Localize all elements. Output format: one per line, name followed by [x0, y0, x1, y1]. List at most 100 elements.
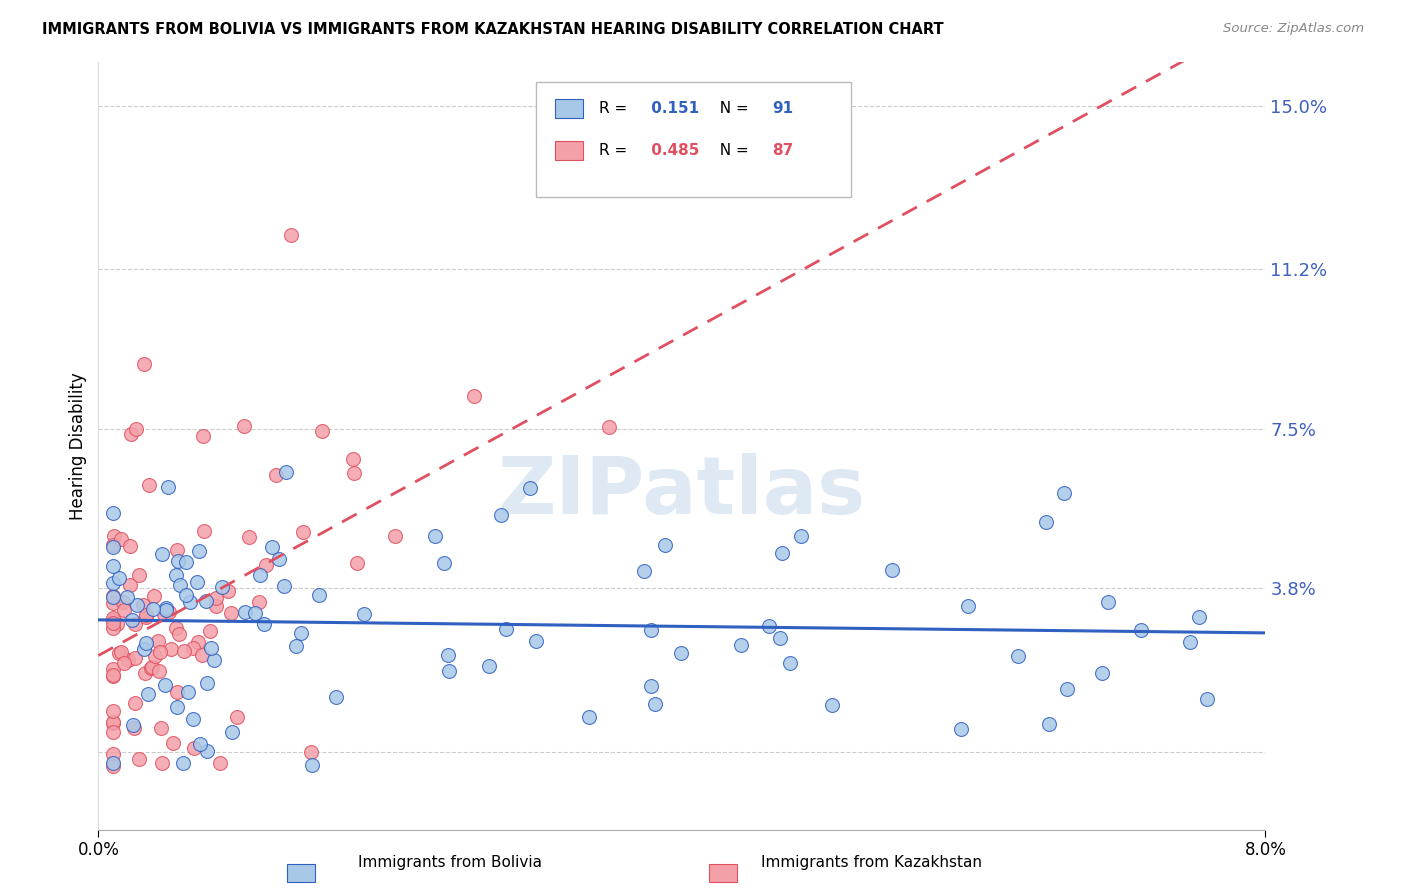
- Point: [101, 613, 124, 627]
- Point: [169, 577, 191, 591]
- Point: [221, 725, 243, 739]
- Point: [1035, 516, 1057, 530]
- Point: [1007, 648, 1029, 663]
- Point: [730, 638, 752, 652]
- Point: [264, 467, 287, 482]
- Point: [124, 650, 146, 665]
- Point: [644, 697, 666, 711]
- Point: [153, 678, 176, 692]
- Point: [101, 559, 124, 574]
- Point: [110, 645, 132, 659]
- Point: [124, 696, 146, 710]
- Point: [120, 539, 142, 553]
- Point: [174, 589, 197, 603]
- Text: IMMIGRANTS FROM BOLIVIA VS IMMIGRANTS FROM KAZAKHSTAN HEARING DISABILITY CORRELA: IMMIGRANTS FROM BOLIVIA VS IMMIGRANTS FR…: [42, 22, 943, 37]
- Point: [131, 598, 153, 612]
- Point: [274, 465, 297, 479]
- Point: [157, 479, 180, 493]
- Point: [195, 744, 218, 758]
- Point: [101, 575, 124, 590]
- Point: [243, 606, 266, 620]
- Point: [1129, 623, 1152, 637]
- Point: [101, 621, 124, 635]
- Point: [463, 388, 485, 402]
- Text: Source: ZipAtlas.com: Source: ZipAtlas.com: [1223, 22, 1364, 36]
- Point: [205, 591, 228, 605]
- Point: [117, 653, 139, 667]
- Point: [384, 529, 406, 543]
- Point: [1097, 595, 1119, 609]
- Point: [423, 529, 446, 543]
- Point: [125, 598, 148, 612]
- Text: 91: 91: [772, 101, 793, 116]
- Point: [437, 648, 460, 662]
- Point: [669, 646, 692, 660]
- Point: [166, 685, 188, 699]
- Point: [157, 605, 180, 619]
- Point: [769, 631, 792, 645]
- Point: [308, 588, 330, 602]
- Point: [253, 617, 276, 632]
- Point: [166, 542, 188, 557]
- Point: [195, 594, 218, 608]
- Point: [150, 756, 173, 770]
- Point: [132, 642, 155, 657]
- Point: [128, 752, 150, 766]
- Point: [301, 758, 323, 772]
- Point: [188, 737, 211, 751]
- Point: [292, 524, 315, 539]
- Point: [299, 745, 322, 759]
- FancyBboxPatch shape: [536, 81, 851, 197]
- Point: [181, 712, 204, 726]
- Point: [153, 607, 176, 621]
- Point: [249, 568, 271, 582]
- Point: [640, 679, 662, 693]
- Point: [177, 685, 200, 699]
- Point: [101, 506, 124, 520]
- Point: [779, 656, 801, 670]
- Point: [143, 648, 166, 663]
- FancyBboxPatch shape: [555, 142, 582, 160]
- Point: [122, 721, 145, 735]
- Point: [1187, 610, 1209, 624]
- Point: [205, 599, 228, 613]
- Text: 0.485: 0.485: [645, 143, 699, 158]
- Point: [262, 540, 284, 554]
- Point: [169, 627, 191, 641]
- Point: [640, 623, 662, 637]
- Point: [135, 636, 157, 650]
- Y-axis label: Hearing Disability: Hearing Disability: [69, 372, 87, 520]
- Point: [120, 426, 142, 441]
- Point: [1053, 486, 1076, 500]
- Point: [167, 554, 190, 568]
- Point: [284, 639, 307, 653]
- Point: [267, 552, 290, 566]
- Point: [101, 668, 124, 682]
- Point: [1056, 682, 1078, 697]
- Point: [211, 580, 233, 594]
- Point: [103, 528, 125, 542]
- Point: [1195, 692, 1218, 706]
- Point: [134, 666, 156, 681]
- Point: [256, 558, 278, 572]
- Point: [273, 579, 295, 593]
- Point: [346, 556, 368, 570]
- Point: [790, 529, 813, 543]
- Point: [186, 574, 208, 589]
- Point: [162, 736, 184, 750]
- Point: [166, 700, 188, 714]
- Point: [495, 622, 517, 636]
- Point: [101, 615, 124, 630]
- Point: [101, 704, 124, 718]
- Point: [101, 540, 124, 554]
- Point: [118, 578, 141, 592]
- Point: [138, 478, 160, 492]
- Point: [101, 590, 124, 604]
- Point: [101, 714, 124, 729]
- Point: [101, 756, 124, 770]
- Point: [101, 590, 124, 604]
- Point: [489, 508, 512, 522]
- Point: [311, 424, 333, 438]
- Point: [202, 653, 225, 667]
- Point: [880, 562, 903, 576]
